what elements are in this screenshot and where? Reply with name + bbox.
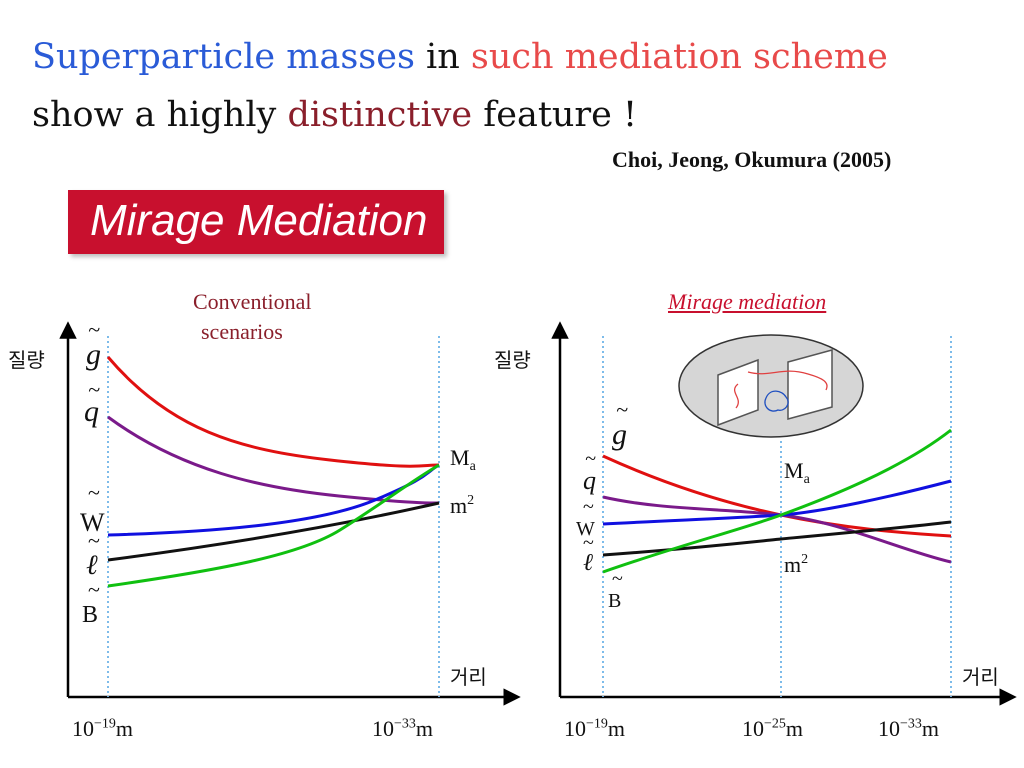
- right-particle-labels: ~ g ~ q ~ W ~ ℓ ~ B: [576, 397, 628, 612]
- left-curve-slepton: [107, 501, 440, 562]
- title-phrase-superparticle-masses: Superparticle masses: [32, 37, 415, 77]
- title-line-2: show a highly distinctive feature !: [32, 98, 637, 133]
- right-label-squark-tilde: ~: [585, 448, 596, 470]
- left-y-axis-label: 질량: [8, 348, 45, 372]
- right-label-Ma: Ma: [784, 458, 811, 487]
- right-label-m2: m2: [784, 552, 808, 577]
- right-label-slepton-tilde: ~: [583, 532, 594, 554]
- left-label-squark-tilde: ~: [88, 377, 100, 402]
- left-label-gluino-tilde: ~: [88, 317, 100, 342]
- left-label-wino-tilde: ~: [88, 480, 100, 505]
- left-label-m2: m2: [450, 493, 474, 518]
- right-curve-bino: [602, 428, 952, 574]
- title-phrase-feature: feature !: [472, 95, 638, 135]
- illustration-brane-left: [717, 358, 759, 427]
- left-label-bino-tilde: ~: [88, 577, 100, 602]
- right-label-wino-tilde: ~: [583, 496, 594, 518]
- right-label-bino: B: [608, 590, 621, 612]
- illustration-blob: [764, 390, 789, 412]
- left-label-squark: q: [84, 395, 99, 428]
- left-caption: Conventional scenarios: [193, 287, 312, 346]
- left-caption-line-1: Conventional: [193, 289, 312, 314]
- right-label-slepton: ℓ: [583, 550, 593, 576]
- left-label-Ma: Ma: [450, 445, 477, 474]
- title-phrase-show-a-highly: show a highly: [32, 95, 288, 135]
- illustration-brane-right: [787, 349, 833, 420]
- right-label-gluino-tilde: ~: [616, 397, 628, 422]
- right-label-bino-tilde: ~: [612, 568, 623, 590]
- left-label-slepton: ℓ: [86, 550, 98, 581]
- title-phrase-mediation-scheme: such mediation scheme: [470, 37, 888, 77]
- left-label-wino: W: [80, 508, 105, 537]
- left-curve-squark: [107, 415, 440, 505]
- right-x-tick-1: 10−19m: [564, 716, 626, 741]
- right-caption: Mirage mediation: [668, 289, 827, 314]
- left-curve-bino: [107, 463, 440, 588]
- right-label-wino: W: [576, 518, 595, 540]
- left-x-tick-2: 10−33m: [372, 716, 434, 741]
- left-axes: [59, 321, 521, 706]
- right-curves: [602, 428, 952, 574]
- right-x-tick-2: 10−25m: [742, 716, 804, 741]
- left-particle-labels: ~ g ~ q ~ W ~ ℓ ~ B: [80, 317, 105, 628]
- left-label-bino: B: [82, 602, 98, 628]
- left-x-tick-1: 10−19m: [72, 716, 134, 741]
- left-end-labels: Ma m2: [450, 445, 477, 518]
- left-curve-gluino: [106, 356, 440, 468]
- left-caption-line-2: scenarios: [201, 318, 283, 344]
- left-x-axis-label: 거리: [450, 665, 487, 689]
- right-curve-gluino: [602, 454, 952, 538]
- citation: Choi, Jeong, Okumura (2005): [612, 147, 892, 172]
- right-y-axis-label: 질량: [494, 348, 531, 372]
- illustration-string-left: [733, 383, 739, 409]
- title-phrase-in: in: [414, 37, 471, 77]
- left-label-gluino: g: [86, 338, 101, 371]
- illustration-ellipse: [678, 334, 864, 438]
- right-curve-slepton: [602, 520, 952, 557]
- right-x-tick-3: 10−33m: [878, 716, 940, 741]
- right-x-axis-label: 거리: [962, 665, 999, 689]
- right-label-squark: q: [583, 466, 596, 495]
- illustration-string-top: [747, 370, 828, 391]
- title-line-1: Superparticle masses in such mediation s…: [32, 40, 888, 75]
- right-label-gluino: g: [612, 418, 627, 451]
- left-label-slepton-tilde: ~: [88, 528, 100, 553]
- mirage-mediation-banner: Mirage Mediation: [68, 190, 444, 254]
- title-phrase-distinctive: distinctive: [287, 95, 473, 135]
- right-mid-labels: Ma m2: [784, 458, 811, 577]
- extra-dimension-illustration: [666, 330, 882, 440]
- left-curves: [106, 356, 440, 588]
